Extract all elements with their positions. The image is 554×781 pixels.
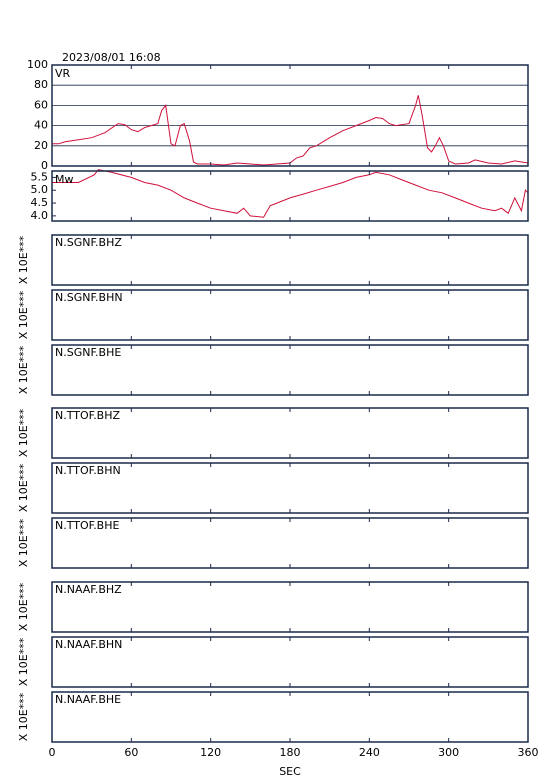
station-label: N.TTOF.BHE	[55, 519, 120, 532]
station-panel	[51, 691, 529, 743]
x-tick-label: 60	[124, 746, 138, 759]
y-tick-label: 4.0	[31, 209, 49, 222]
station-panel	[51, 289, 529, 341]
x-tick-label: 180	[280, 746, 301, 759]
station-label: N.NAAF.BHZ	[55, 583, 122, 596]
y-tick-label: 4.5	[31, 196, 49, 209]
station-label: N.NAAF.BHE	[55, 693, 121, 706]
x-tick-label: 300	[438, 746, 459, 759]
y-tick-label: 40	[34, 119, 48, 132]
y-tick-label: 5.0	[31, 183, 49, 196]
data-line	[52, 169, 529, 218]
scale-label: X 10E***	[17, 637, 30, 686]
station-label: N.SGNF.BHN	[55, 291, 123, 304]
panel-label: VR	[55, 67, 71, 80]
y-tick-label: 20	[34, 139, 48, 152]
station-panel	[51, 407, 529, 459]
y-tick-label: 0	[41, 159, 48, 172]
station-label: N.SGNF.BHE	[55, 346, 121, 359]
scale-label: X 10E***	[17, 582, 30, 631]
station-panel	[51, 234, 529, 286]
panel-label: Mw	[55, 173, 74, 186]
y-tick-label: 80	[34, 78, 48, 91]
y-tick-label: 5.5	[31, 170, 49, 183]
x-tick-label: 120	[200, 746, 221, 759]
report-title: 2023/08/01 16:08	[62, 51, 161, 64]
station-label: N.SGNF.BHZ	[55, 236, 122, 249]
station-panel	[51, 344, 529, 396]
x-tick-label: 360	[518, 746, 539, 759]
station-panel	[51, 636, 529, 688]
x-axis-label: SEC	[279, 765, 301, 778]
data-line	[52, 95, 529, 166]
station-panel	[51, 581, 529, 633]
scale-label: X 10E***	[17, 692, 30, 741]
scale-label: X 10E***	[17, 463, 30, 512]
scale-label: X 10E***	[17, 290, 30, 339]
y-tick-label: 100	[27, 58, 48, 71]
x-tick-label: 0	[49, 746, 56, 759]
scale-label: X 10E***	[17, 235, 30, 284]
station-label: N.NAAF.BHN	[55, 638, 122, 651]
station-label: N.TTOF.BHN	[55, 464, 121, 477]
station-label: N.TTOF.BHZ	[55, 409, 121, 422]
x-tick-label: 240	[359, 746, 380, 759]
station-panel	[51, 517, 529, 569]
y-tick-label: 60	[34, 98, 48, 111]
panel-frame	[51, 170, 529, 222]
panel-frame	[51, 64, 529, 167]
scale-label: X 10E***	[17, 408, 30, 457]
station-panel	[51, 462, 529, 514]
scale-label: X 10E***	[17, 345, 30, 394]
scale-label: X 10E***	[17, 518, 30, 567]
